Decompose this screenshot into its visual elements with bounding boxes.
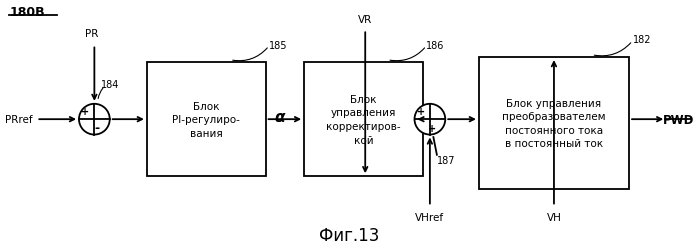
Text: +: + (428, 123, 436, 133)
Text: VH: VH (547, 212, 561, 222)
Text: +: + (81, 106, 89, 116)
Text: PR: PR (85, 29, 99, 39)
Text: Блок
управления
корректиров-
кой: Блок управления корректиров- кой (326, 94, 401, 145)
Text: +: + (417, 106, 425, 116)
Bar (147, 63, 266, 176)
Text: 180В: 180В (9, 6, 45, 19)
Text: VR: VR (358, 15, 373, 25)
Text: Фиг.13: Фиг.13 (319, 227, 380, 244)
Bar (479, 58, 629, 189)
Text: 186: 186 (426, 40, 445, 50)
Text: 182: 182 (633, 35, 651, 45)
Bar (304, 63, 423, 176)
Text: Блок
PI-регулиро-
вания: Блок PI-регулиро- вания (172, 101, 240, 138)
Text: 187: 187 (437, 155, 455, 165)
Text: PWD: PWD (663, 113, 694, 126)
Text: α: α (274, 110, 284, 125)
Text: 184: 184 (101, 79, 120, 89)
Ellipse shape (415, 104, 445, 135)
Text: Блок управления
преобразователем
постоянного тока
в постоянный ток: Блок управления преобразователем постоян… (502, 98, 606, 149)
Text: VHref: VHref (415, 212, 445, 222)
Text: -: - (94, 122, 99, 135)
Text: PRref: PRref (5, 115, 33, 125)
Ellipse shape (79, 104, 110, 135)
Text: 185: 185 (269, 40, 287, 50)
